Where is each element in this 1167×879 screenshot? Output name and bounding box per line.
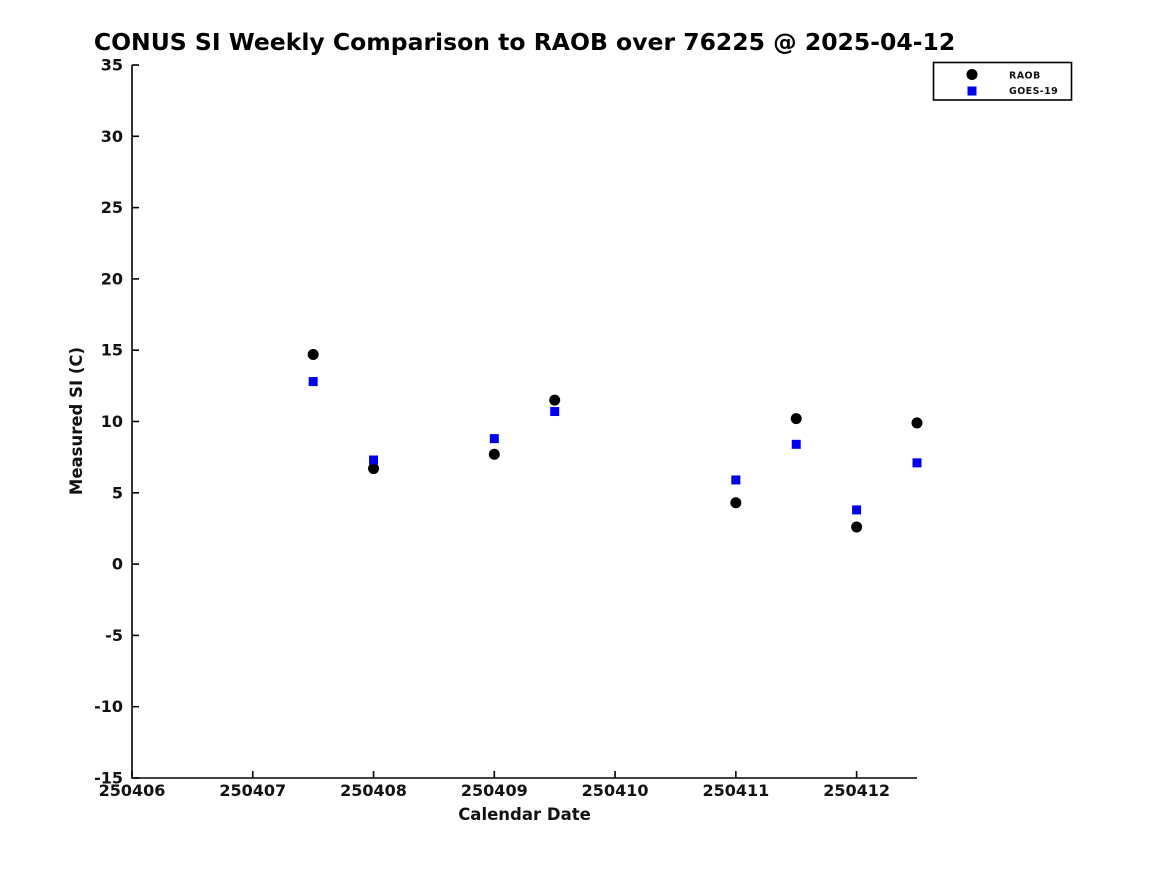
x-tick-label: 250407 <box>219 781 286 800</box>
data-point-raob <box>790 413 802 425</box>
x-tick-label: 250408 <box>340 781 407 800</box>
x-axis: 250406 250407 250408 250409 250410 250411 2504… <box>99 771 890 800</box>
data-point-raob <box>307 348 319 360</box>
y-tick-label: -5 <box>105 626 123 645</box>
y-tick-label: 25 <box>101 198 123 217</box>
data-point-raob <box>549 394 561 406</box>
legend-label-raob: RAOB <box>1009 71 1041 82</box>
data-point-raob <box>368 463 380 475</box>
y-tick-label: 15 <box>101 341 123 360</box>
data-point-goes19 <box>550 407 560 417</box>
y-tick-label: 30 <box>101 127 123 146</box>
data-point-goes19 <box>852 505 862 515</box>
legend: RAOB GOES-19 <box>932 61 1073 101</box>
x-tick-label: 250412 <box>823 781 890 800</box>
x-tick-label: 250410 <box>582 781 649 800</box>
legend-label-goes19: GOES-19 <box>1009 86 1058 97</box>
data-point-goes19 <box>308 377 318 387</box>
x-tick-label: 250411 <box>702 781 769 800</box>
data-point-raob <box>911 417 923 429</box>
data-point-goes19 <box>731 475 741 485</box>
x-tick-label: 250406 <box>99 781 166 800</box>
y-tick-label: 20 <box>101 269 123 288</box>
data-point-goes19 <box>912 458 922 468</box>
y-tick-label: -10 <box>94 697 123 716</box>
y-tick-label: -15 <box>94 769 123 788</box>
data-point-raob <box>730 497 742 509</box>
y-axis-label: Measured SI (C) <box>67 347 86 495</box>
chart-title: CONUS SI Weekly Comparison to RAOB over … <box>94 28 955 56</box>
x-axis-label: Calendar Date <box>458 805 591 824</box>
data-points <box>307 348 923 533</box>
y-axis: 35 30 25 20 15 10 5 0 -5 -10 -15 <box>94 56 139 788</box>
legend-marker-raob-icon <box>966 69 978 80</box>
legend-marker-goes19-icon <box>967 86 977 96</box>
data-point-raob <box>488 448 500 460</box>
y-tick-label: 5 <box>112 483 123 502</box>
data-point-raob <box>851 521 863 533</box>
legend-box <box>932 61 1073 101</box>
data-point-goes19 <box>369 455 379 465</box>
data-point-goes19 <box>489 434 499 444</box>
y-tick-label: 10 <box>101 412 123 431</box>
x-tick-label: 250409 <box>461 781 528 800</box>
data-point-goes19 <box>791 439 801 449</box>
y-tick-label: 0 <box>112 555 123 574</box>
y-tick-label: 35 <box>101 56 123 75</box>
